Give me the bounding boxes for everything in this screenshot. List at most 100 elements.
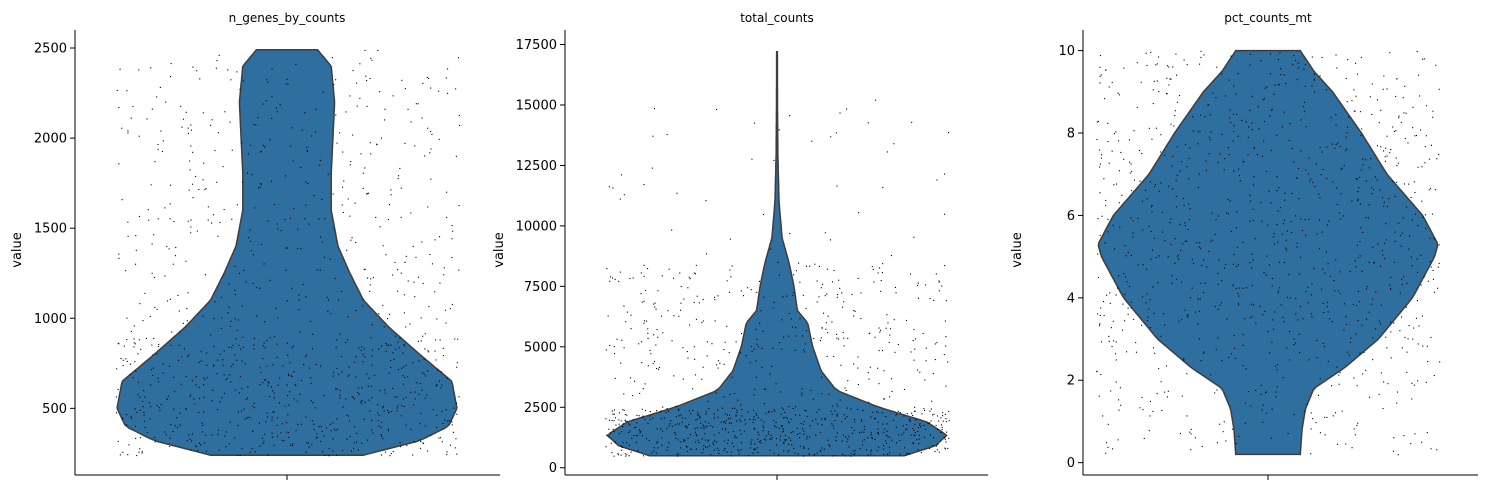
- data-point: [641, 301, 643, 303]
- data-point: [259, 186, 261, 188]
- data-point: [623, 393, 625, 395]
- data-point: [1132, 220, 1134, 222]
- data-point: [271, 436, 273, 438]
- data-point: [756, 343, 758, 345]
- data-point: [356, 441, 358, 443]
- data-point: [1353, 89, 1355, 91]
- data-point: [1247, 136, 1249, 138]
- data-point: [713, 444, 715, 446]
- data-point: [789, 115, 791, 117]
- data-point: [886, 151, 888, 153]
- data-point: [1413, 327, 1415, 329]
- data-point: [860, 292, 862, 294]
- data-point: [139, 396, 141, 398]
- data-point: [295, 430, 297, 432]
- data-point: [1404, 137, 1406, 139]
- data-point: [1342, 215, 1344, 217]
- data-point: [705, 413, 707, 415]
- data-point: [925, 347, 927, 349]
- data-point: [435, 339, 437, 341]
- data-point: [1283, 262, 1285, 264]
- data-point: [677, 439, 679, 441]
- data-point: [1155, 127, 1157, 129]
- data-point: [1110, 390, 1112, 392]
- data-point: [942, 415, 944, 417]
- data-point: [839, 399, 841, 401]
- data-point: [712, 442, 714, 444]
- data-point: [1265, 412, 1267, 414]
- data-point: [747, 287, 749, 289]
- data-point: [1407, 338, 1409, 340]
- data-point: [1189, 431, 1191, 433]
- data-point: [169, 365, 171, 367]
- data-point: [1148, 225, 1150, 227]
- data-point: [254, 451, 256, 453]
- data-point: [181, 356, 183, 358]
- data-point: [606, 268, 608, 270]
- data-point: [1096, 121, 1098, 123]
- data-point: [1277, 292, 1279, 294]
- data-point: [1113, 184, 1115, 186]
- data-point: [133, 346, 135, 348]
- data-point: [1253, 304, 1255, 306]
- data-point: [1252, 259, 1254, 261]
- data-point: [829, 239, 831, 241]
- data-point: [769, 449, 771, 451]
- data-point: [911, 412, 913, 414]
- data-point: [1158, 91, 1160, 93]
- data-point: [641, 408, 643, 410]
- data-point: [755, 328, 757, 330]
- data-point: [754, 419, 756, 421]
- data-point: [633, 435, 635, 437]
- data-point: [773, 301, 775, 303]
- data-point: [1365, 159, 1367, 161]
- data-point: [1325, 89, 1327, 91]
- data-point: [230, 365, 232, 367]
- data-point: [799, 445, 801, 447]
- data-point: [1236, 113, 1238, 115]
- y-tick-label: 2000: [34, 132, 67, 147]
- data-point: [1430, 187, 1432, 189]
- data-point: [405, 255, 407, 257]
- data-point: [626, 311, 628, 313]
- data-point: [662, 406, 664, 408]
- data-point: [1392, 126, 1394, 128]
- data-point: [1319, 197, 1321, 199]
- data-point: [821, 327, 823, 329]
- data-point: [674, 424, 676, 426]
- data-point: [710, 454, 712, 456]
- data-point: [138, 451, 140, 453]
- data-point: [360, 350, 362, 352]
- data-point: [156, 353, 158, 355]
- data-point: [815, 434, 817, 436]
- data-point: [629, 278, 631, 280]
- data-point: [271, 96, 273, 98]
- data-point: [1311, 316, 1313, 318]
- data-point: [938, 290, 940, 292]
- data-point: [917, 282, 919, 284]
- data-point: [446, 454, 448, 456]
- data-point: [384, 389, 386, 391]
- data-point: [439, 282, 441, 284]
- y-tick-label: 0: [1067, 456, 1075, 471]
- data-point: [119, 68, 121, 70]
- data-point: [332, 450, 334, 452]
- data-point: [897, 343, 899, 345]
- data-point: [1397, 454, 1399, 456]
- data-point: [774, 410, 776, 412]
- data-point: [727, 439, 729, 441]
- data-point: [1261, 155, 1263, 157]
- data-point: [1161, 409, 1163, 411]
- data-point: [301, 129, 303, 131]
- data-point: [1155, 64, 1157, 66]
- data-point: [1361, 270, 1363, 272]
- data-point: [724, 429, 726, 431]
- data-point: [1107, 122, 1109, 124]
- data-point: [1101, 215, 1103, 217]
- data-point: [857, 384, 859, 386]
- data-point: [186, 440, 188, 442]
- data-point: [1174, 238, 1176, 240]
- data-point: [272, 411, 274, 413]
- data-point: [825, 322, 827, 324]
- data-point: [202, 315, 204, 317]
